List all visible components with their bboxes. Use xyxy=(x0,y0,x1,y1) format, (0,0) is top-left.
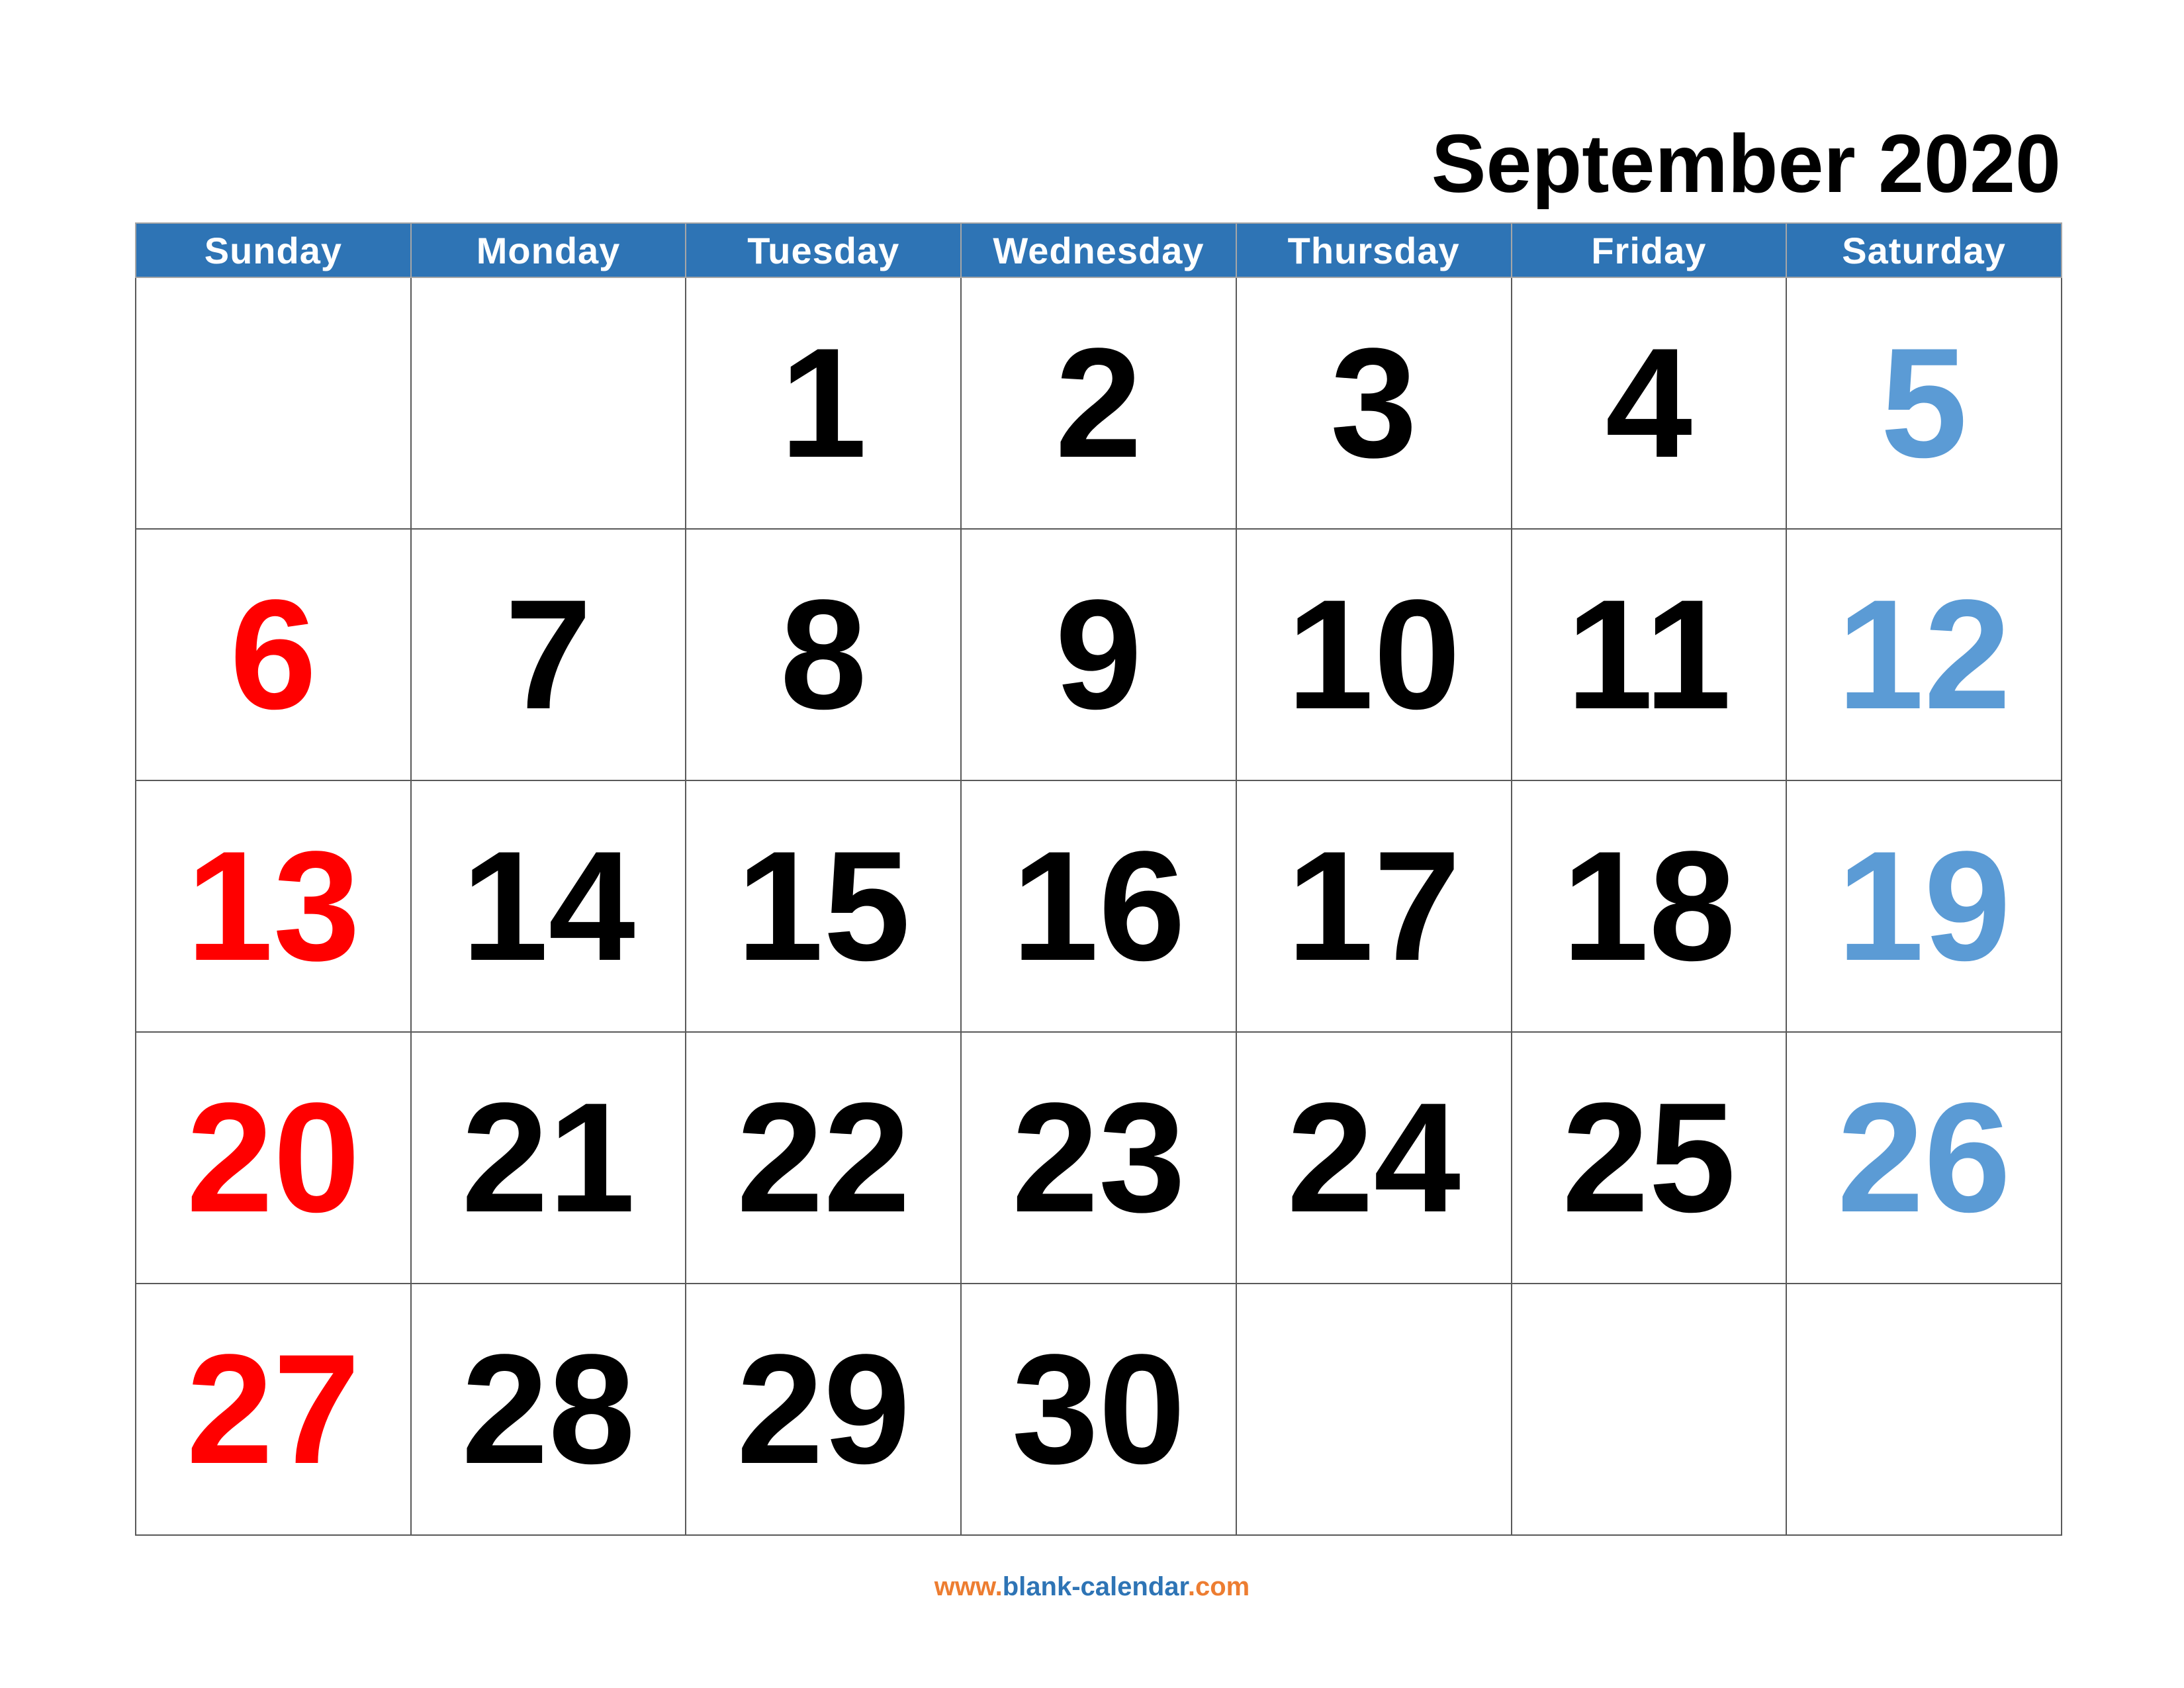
day-number: 2 xyxy=(1055,316,1142,491)
day-number: 29 xyxy=(737,1322,911,1497)
day-cell: 20 xyxy=(135,1031,412,1284)
day-cell: 1 xyxy=(685,277,962,530)
day-number: 7 xyxy=(504,567,592,742)
day-cell xyxy=(410,277,687,530)
day-cell: 28 xyxy=(410,1283,687,1536)
day-cell: 18 xyxy=(1510,780,1788,1033)
day-cell: 4 xyxy=(1510,277,1788,530)
day-cell: 15 xyxy=(685,780,962,1033)
day-number: 9 xyxy=(1055,567,1142,742)
footer-url-prefix: www. xyxy=(934,1572,1003,1601)
day-number: 23 xyxy=(1011,1070,1186,1245)
week-row: 6 7 8 9 10 11 12 xyxy=(135,528,2062,781)
day-cell: 26 xyxy=(1786,1031,2062,1284)
day-number: 13 xyxy=(186,819,361,994)
day-number: 26 xyxy=(1837,1070,2011,1245)
day-number: 19 xyxy=(1837,819,2011,994)
day-cell xyxy=(1510,1283,1788,1536)
day-number: 21 xyxy=(461,1070,635,1245)
day-cell: 14 xyxy=(410,780,687,1033)
day-number: 10 xyxy=(1287,567,1461,742)
day-cell: 11 xyxy=(1510,528,1788,781)
day-cell: 8 xyxy=(685,528,962,781)
week-row: 13 14 15 16 17 18 19 xyxy=(135,780,2062,1033)
footer-url-suffix: .com xyxy=(1187,1572,1250,1601)
day-cell: 7 xyxy=(410,528,687,781)
day-cell: 6 xyxy=(135,528,412,781)
day-cell: 10 xyxy=(1235,528,1512,781)
day-number: 16 xyxy=(1011,819,1186,994)
day-number: 4 xyxy=(1605,316,1692,491)
day-cell: 30 xyxy=(960,1283,1237,1536)
day-number: 18 xyxy=(1562,819,1736,994)
weekday-header-tuesday: Tuesday xyxy=(685,222,962,278)
day-number: 25 xyxy=(1562,1070,1736,1245)
day-cell: 9 xyxy=(960,528,1237,781)
week-row: 20 21 22 23 24 25 26 xyxy=(135,1031,2062,1284)
day-cell xyxy=(1786,1283,2062,1536)
day-number: 27 xyxy=(186,1322,361,1497)
week-row: 1 2 3 4 5 xyxy=(135,277,2062,530)
day-cell: 22 xyxy=(685,1031,962,1284)
day-number: 3 xyxy=(1330,316,1418,491)
day-cell: 21 xyxy=(410,1031,687,1284)
weekday-header-sunday: Sunday xyxy=(135,222,412,278)
weekday-header-row: Sunday Monday Tuesday Wednesday Thursday… xyxy=(135,222,2062,278)
day-number: 28 xyxy=(461,1322,635,1497)
day-number: 8 xyxy=(780,567,867,742)
day-cell: 25 xyxy=(1510,1031,1788,1284)
day-cell: 2 xyxy=(960,277,1237,530)
weekday-header-wednesday: Wednesday xyxy=(960,222,1237,278)
day-cell: 27 xyxy=(135,1283,412,1536)
day-cell: 12 xyxy=(1786,528,2062,781)
day-cell: 17 xyxy=(1235,780,1512,1033)
day-cell: 24 xyxy=(1235,1031,1512,1284)
day-cell: 13 xyxy=(135,780,412,1033)
footer-url[interactable]: www.blank-calendar.com xyxy=(0,1573,2184,1600)
day-number: 20 xyxy=(186,1070,361,1245)
weekday-header-friday: Friday xyxy=(1510,222,1788,278)
day-number: 17 xyxy=(1287,819,1461,994)
day-cell: 16 xyxy=(960,780,1237,1033)
day-cell: 29 xyxy=(685,1283,962,1536)
day-cell: 23 xyxy=(960,1031,1237,1284)
day-number: 24 xyxy=(1287,1070,1461,1245)
day-number: 6 xyxy=(230,567,317,742)
day-number: 1 xyxy=(780,316,867,491)
day-number: 15 xyxy=(737,819,911,994)
calendar-title: September 2020 xyxy=(1431,118,2061,210)
day-number: 12 xyxy=(1837,567,2011,742)
week-row: 27 28 29 30 xyxy=(135,1283,2062,1536)
day-number: 11 xyxy=(1566,567,1732,742)
weekday-header-thursday: Thursday xyxy=(1235,222,1512,278)
day-cell xyxy=(1235,1283,1512,1536)
day-number: 5 xyxy=(1880,316,1968,491)
day-cell: 19 xyxy=(1786,780,2062,1033)
month-grid: Sunday Monday Tuesday Wednesday Thursday… xyxy=(135,222,2062,1536)
day-number: 14 xyxy=(461,819,635,994)
day-cell: 5 xyxy=(1786,277,2062,530)
day-number: 22 xyxy=(737,1070,911,1245)
day-cell xyxy=(135,277,412,530)
weekday-header-saturday: Saturday xyxy=(1786,222,2062,278)
footer-url-domain: blank-calendar xyxy=(1002,1572,1188,1601)
day-number: 30 xyxy=(1011,1322,1186,1497)
weekday-header-monday: Monday xyxy=(410,222,687,278)
day-cell: 3 xyxy=(1235,277,1512,530)
